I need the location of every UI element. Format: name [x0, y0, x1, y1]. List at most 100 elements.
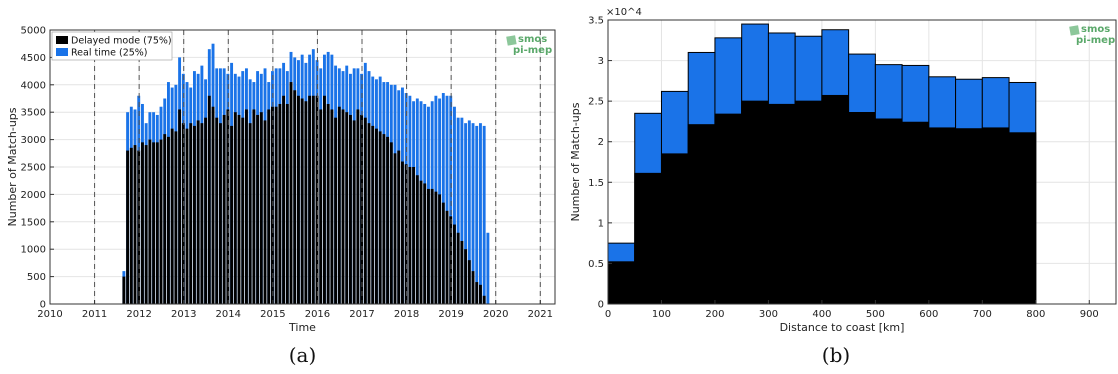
x-tick-label: 500 — [866, 309, 885, 320]
bar-delayed — [345, 112, 349, 304]
bar-delayed — [185, 128, 189, 304]
logo-icon — [506, 35, 517, 46]
x-tick-label: 2019 — [438, 309, 463, 320]
bar-delayed — [475, 282, 479, 304]
bar-delayed — [237, 114, 241, 304]
bar-delayed — [148, 139, 152, 304]
logo-line-1: smos — [1081, 24, 1110, 35]
y-tick-label: 5000 — [21, 26, 46, 37]
bar-delayed — [319, 109, 323, 305]
bar-delayed — [467, 260, 471, 304]
x-tick-label: 2021 — [528, 309, 553, 320]
bar-delayed — [660, 153, 689, 305]
bar-delayed — [464, 249, 468, 304]
x-tick-label: 2018 — [394, 309, 419, 320]
bar-delayed — [901, 121, 930, 305]
x-tick-label: 100 — [652, 309, 671, 320]
bar-delayed — [449, 216, 453, 304]
y-tick-label: 1.5 — [588, 178, 604, 189]
bar-delayed — [304, 101, 308, 305]
y-tick-label: 500 — [27, 272, 46, 283]
bar-delayed — [274, 106, 278, 304]
bar-delayed — [137, 150, 141, 304]
bar-delayed — [163, 134, 167, 304]
bar-delayed — [200, 123, 204, 304]
x-tick-label: 2013 — [171, 309, 196, 320]
bar-delayed — [382, 134, 386, 304]
bar-delayed — [821, 94, 850, 305]
x-tick-label: 600 — [919, 309, 938, 320]
bar-delayed — [337, 106, 341, 304]
y-tick-label: 1500 — [21, 217, 46, 228]
bar-delayed — [427, 188, 430, 304]
bar-delayed — [278, 103, 282, 304]
panel-label: (a) — [289, 343, 317, 367]
bar-delayed — [714, 113, 743, 305]
bar-delayed — [423, 183, 427, 304]
y-tick-label: 0 — [598, 300, 604, 311]
y-tick-label: 1000 — [21, 245, 46, 256]
y-tick-label: 2000 — [21, 190, 46, 201]
bar-delayed — [178, 109, 182, 305]
panel-label: (b) — [822, 343, 850, 367]
bar-delayed — [222, 114, 226, 304]
bar-delayed — [415, 175, 419, 304]
bar-realtime — [441, 93, 445, 305]
logo-line-1: smos — [518, 34, 547, 45]
bar-delayed — [430, 188, 434, 304]
x-tick-label: 2020 — [483, 309, 508, 320]
legend-swatch-delayed — [56, 36, 68, 44]
bar-delayed — [311, 95, 315, 304]
x-tick-label: 900 — [1080, 309, 1099, 320]
logo-line-2: pi-mep — [1076, 35, 1115, 46]
bar-delayed — [155, 142, 159, 304]
bar-delayed — [794, 100, 823, 305]
bar-delayed — [363, 117, 367, 305]
bar-realtime — [453, 106, 456, 304]
bar-delayed — [634, 172, 662, 305]
bar-delayed — [256, 114, 260, 304]
plot-frame — [607, 19, 1117, 305]
bar-delayed — [326, 103, 330, 304]
bar-realtime — [460, 117, 464, 305]
bar-realtime — [456, 117, 460, 305]
bar-delayed — [141, 142, 144, 304]
chart-b: 0 0.5 1 1.5 2 2.5 3 3.5 0 100 200 300 400 500 600 700 80… — [569, 7, 1117, 367]
bar-delayed — [741, 100, 769, 305]
bar-delayed — [122, 276, 126, 304]
x-tick-label: 400 — [812, 309, 831, 320]
bar-delayed — [408, 167, 412, 304]
x-tick-label: 0 — [605, 309, 611, 320]
bar-delayed — [282, 95, 286, 304]
bar-delayed — [460, 240, 464, 304]
bar-delayed — [297, 95, 300, 304]
bar-delayed — [352, 120, 356, 304]
bar-delayed — [230, 125, 234, 305]
x-tick-label: 300 — [759, 309, 778, 320]
bar-delayed — [434, 191, 438, 304]
y-multiplier: ×10^4 — [606, 7, 642, 18]
x-tick-label: 2015 — [260, 309, 285, 320]
x-tick-label: 2016 — [305, 309, 330, 320]
bar-delayed — [349, 114, 352, 304]
bar-delayed — [267, 109, 271, 305]
bar-delayed — [367, 123, 371, 304]
bar-realtime — [449, 95, 453, 304]
bar-delayed — [152, 142, 156, 304]
bar-delayed — [323, 95, 326, 304]
bar-delayed — [133, 145, 137, 304]
bar-realtime — [471, 123, 475, 304]
bar-delayed — [330, 109, 334, 305]
y-tick-label: 0.5 — [588, 259, 604, 270]
y-tick-label: 4500 — [21, 53, 46, 64]
bar-delayed — [471, 271, 475, 304]
bar-delayed — [129, 147, 133, 304]
bar-delayed — [874, 118, 903, 305]
bar-delayed — [687, 124, 716, 305]
bar-delayed — [167, 136, 170, 304]
bar-delayed — [334, 117, 338, 305]
bar-delayed — [848, 112, 876, 305]
bar-realtime — [464, 123, 468, 304]
y-tick-label: 3000 — [21, 135, 46, 146]
